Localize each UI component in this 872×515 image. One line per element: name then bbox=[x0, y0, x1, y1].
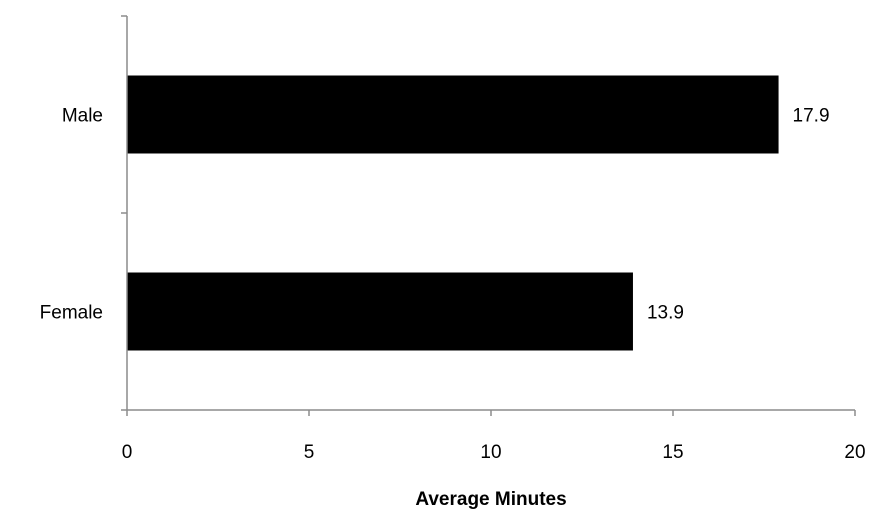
category-label-female: Female bbox=[40, 303, 103, 324]
category-label-male: Male bbox=[62, 106, 103, 127]
data-label-female: 13.9 bbox=[647, 303, 684, 324]
bar-male bbox=[127, 75, 779, 154]
x-axis-title: Average Minutes bbox=[415, 489, 566, 510]
x-tick-label: 15 bbox=[662, 442, 683, 463]
x-tick-label: 10 bbox=[480, 442, 501, 463]
data-label-male: 17.9 bbox=[793, 106, 830, 127]
axes-group bbox=[126, 16, 855, 411]
x-axis-ticks bbox=[126, 410, 856, 416]
x-tick-label: 5 bbox=[304, 442, 315, 463]
data-labels-group: 17.9 13.9 bbox=[647, 106, 830, 324]
x-tick-label: 0 bbox=[122, 442, 133, 463]
category-labels: Male Female bbox=[40, 106, 103, 324]
bar-female bbox=[127, 272, 633, 351]
y-axis-ticks bbox=[121, 15, 127, 411]
x-tick-label: 20 bbox=[844, 442, 865, 463]
x-tick-labels: 0 5 10 15 20 bbox=[122, 442, 866, 463]
bars-group bbox=[127, 75, 779, 351]
